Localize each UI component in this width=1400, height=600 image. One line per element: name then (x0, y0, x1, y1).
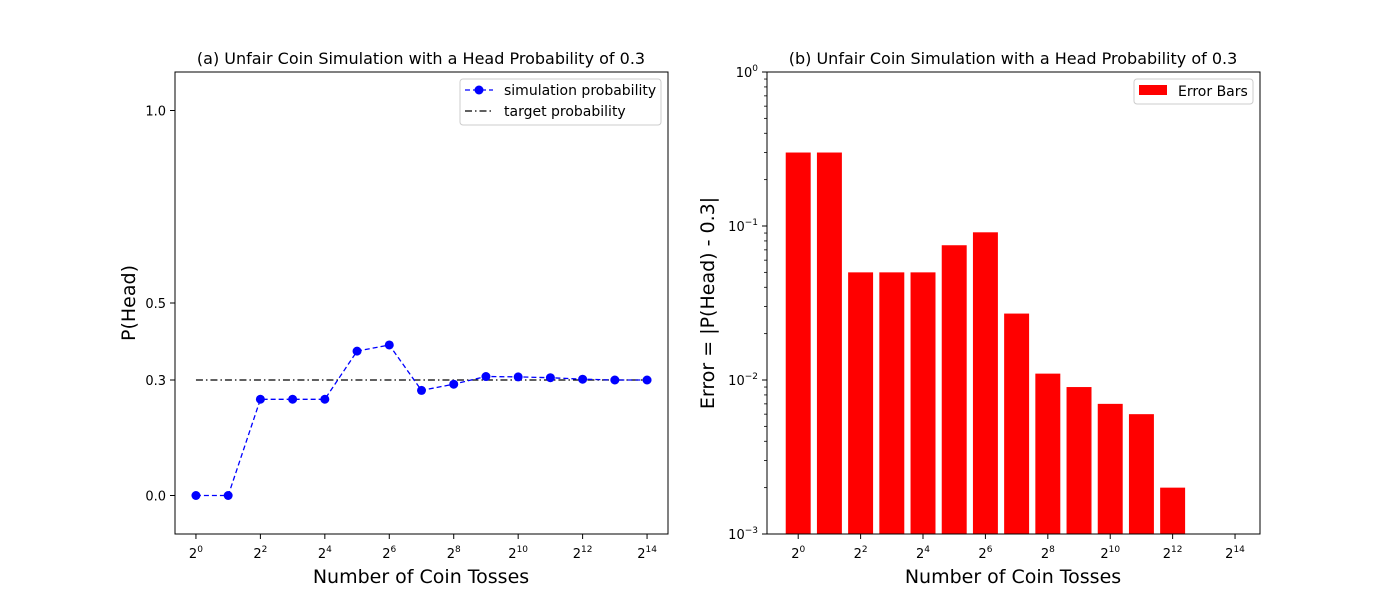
chart-b-y-ticks: 10−3 10−2 10−1 100 (728, 64, 767, 543)
legend-simulation-label: simulation probability (504, 83, 656, 99)
x-tick-label: 214 (1225, 545, 1245, 562)
chart-b: (b) Unfair Coin Simulation with a Head P… (697, 49, 1261, 588)
simulation-point (545, 373, 555, 383)
x-tick-label: 26 (978, 545, 992, 562)
y-tick-label: 10−1 (728, 218, 758, 235)
x-tick-label: 22 (253, 545, 267, 562)
y-tick-label: 10−3 (728, 526, 758, 543)
chart-a: (a) Unfair Coin Simulation with a Head P… (118, 49, 669, 588)
x-tick-label: 28 (1041, 545, 1055, 562)
chart-a-legend-box (459, 78, 662, 126)
simulation-point (610, 375, 620, 385)
x-tick-label: 24 (318, 545, 332, 562)
x-tick-label: 210 (1100, 545, 1120, 562)
chart-a-x-axis-label: Number of Coin Tosses (313, 566, 529, 588)
simulation-point (191, 491, 201, 500)
y-tick-label: 0.5 (145, 297, 166, 312)
chart-a-y-ticks: 0.0 0.3 0.5 1.0 (145, 105, 175, 505)
legend-simulation-marker (474, 85, 484, 95)
y-tick-label: 1.0 (145, 105, 166, 120)
simulation-point (223, 491, 233, 500)
chart-b-x-axis-label: Number of Coin Tosses (905, 566, 1121, 588)
simulation-point (352, 346, 362, 356)
error-bar (1160, 487, 1186, 534)
chart-a-y-axis-label: P(Head) (118, 265, 140, 341)
simulation-point (288, 394, 298, 404)
chart-b-x-ticks: 20 22 24 26 28 210 212 214 (791, 534, 1245, 562)
error-bar (1066, 387, 1092, 534)
error-bar (1035, 373, 1061, 534)
error-bar (910, 272, 936, 534)
error-bar (848, 272, 874, 534)
x-tick-label: 214 (637, 545, 657, 562)
error-bar (941, 245, 967, 534)
chart-a-x-ticks: 20 22 24 26 28 210 212 214 (189, 534, 657, 562)
x-tick-label: 24 (916, 545, 930, 562)
simulation-point (255, 394, 265, 404)
error-bar (879, 272, 905, 534)
x-tick-label: 210 (508, 545, 528, 562)
y-tick-label: 10−2 (728, 372, 758, 389)
legend-target-label: target probability (504, 104, 626, 120)
simulation-point (417, 385, 426, 395)
chart-a-legend: simulation probability target probabilit… (459, 78, 662, 126)
chart-b-plot-area (785, 152, 1186, 535)
error-bar (1128, 414, 1154, 534)
error-bar (1004, 313, 1030, 534)
chart-a-title: (a) Unfair Coin Simulation with a Head P… (197, 49, 645, 68)
error-bar (785, 152, 811, 535)
chart-b-legend: Error Bars (1133, 78, 1254, 105)
x-tick-label: 26 (382, 545, 396, 562)
x-tick-label: 20 (791, 545, 805, 562)
legend-error-bars-label: Error Bars (1178, 84, 1248, 100)
simulation-point (449, 379, 459, 389)
x-tick-label: 28 (447, 545, 461, 562)
y-tick-label: 100 (736, 64, 759, 81)
simulation-point (578, 374, 588, 384)
error-bar (972, 232, 998, 535)
x-tick-label: 20 (189, 545, 203, 562)
y-tick-label: 0.0 (145, 490, 166, 505)
x-tick-label: 212 (1163, 545, 1183, 562)
simulation-point (513, 372, 523, 382)
chart-b-title: (b) Unfair Coin Simulation with a Head P… (789, 49, 1238, 68)
x-tick-label: 212 (573, 545, 593, 562)
simulation-point (481, 372, 491, 382)
y-tick-label: 0.3 (145, 374, 166, 389)
chart-a-plot-area (191, 340, 652, 500)
legend-error-bars-swatch (1139, 85, 1167, 95)
chart-b-frame (766, 71, 1261, 535)
simulation-point (642, 375, 652, 385)
error-bar (816, 152, 842, 535)
simulation-point (320, 394, 330, 404)
x-tick-label: 22 (854, 545, 868, 562)
chart-b-y-axis-label: Error = |P(Head) - 0.3| (697, 197, 719, 409)
error-bar (1097, 403, 1123, 534)
simulation-point (384, 340, 394, 350)
